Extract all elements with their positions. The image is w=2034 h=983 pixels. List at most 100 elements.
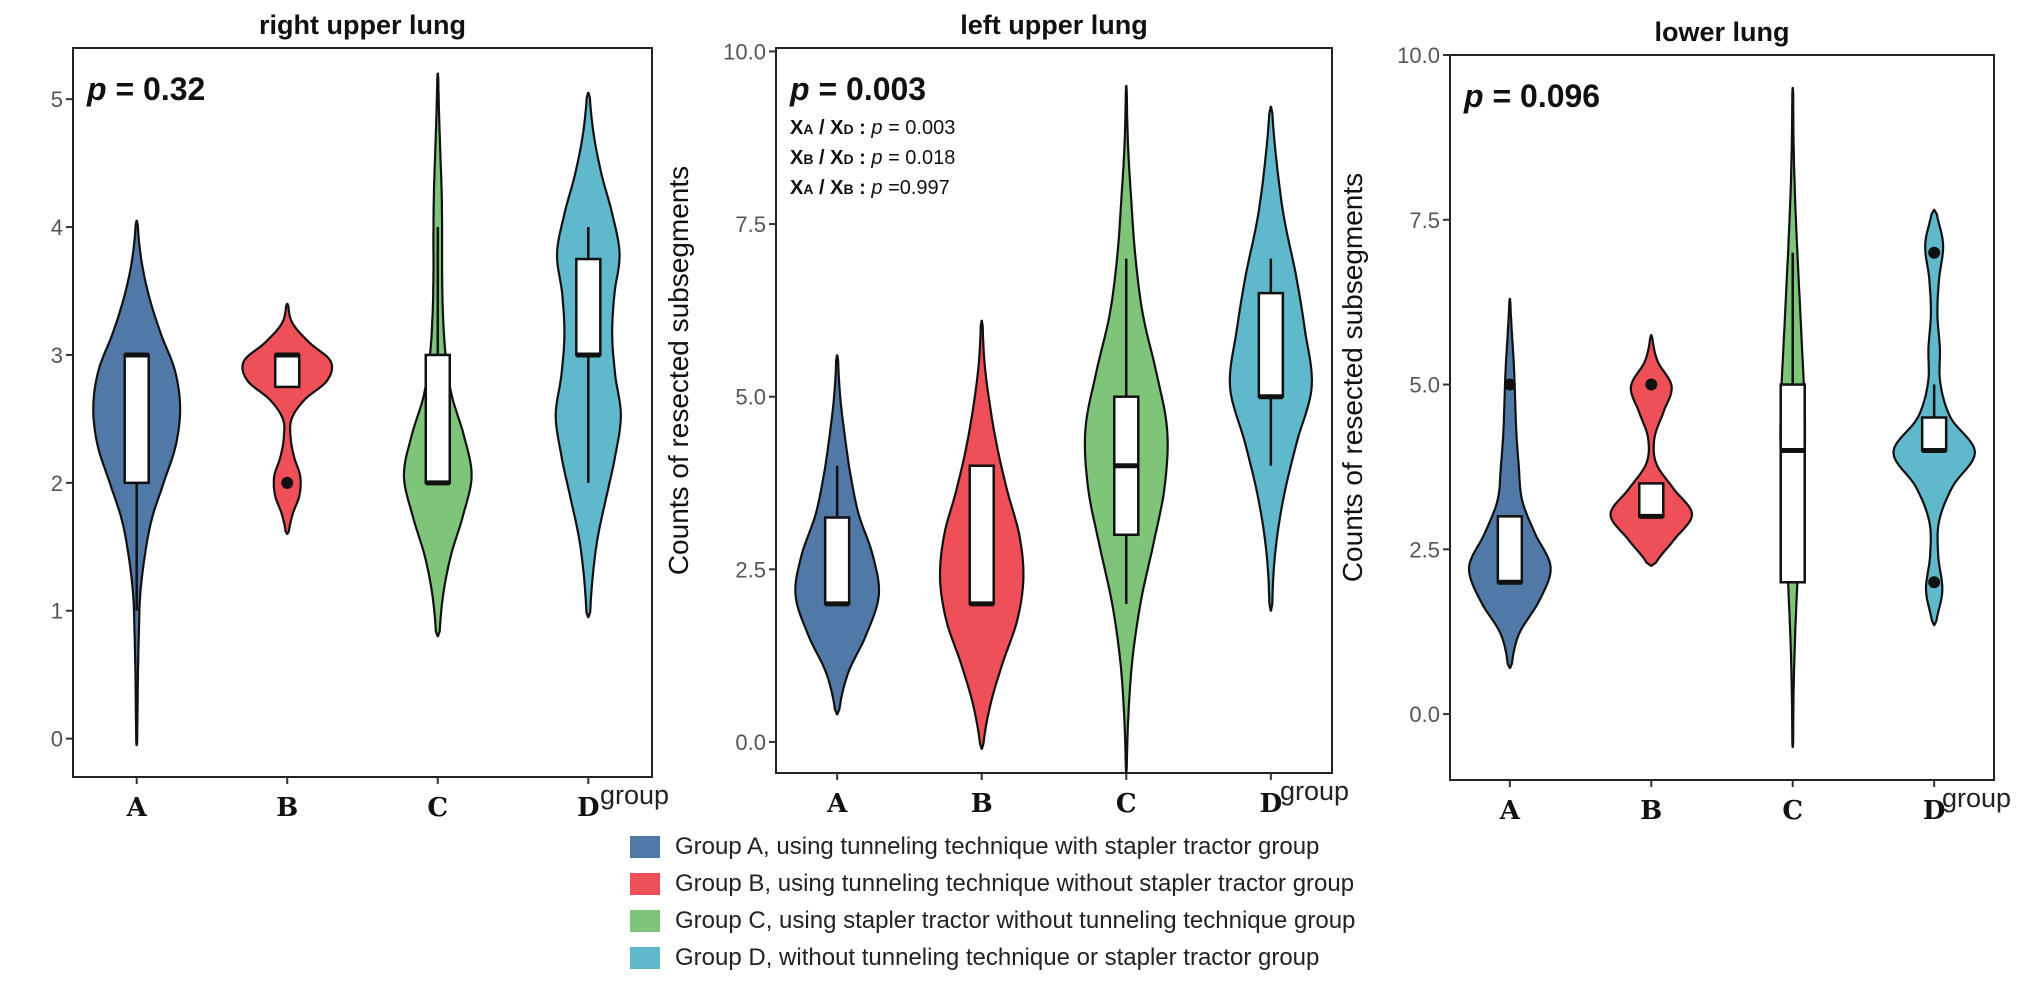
pair-sub-a: A xyxy=(803,181,813,197)
pair-p-symbol: p xyxy=(870,147,882,169)
y-tick-label: 2.5 xyxy=(735,557,766,582)
outlier-point xyxy=(1503,378,1516,391)
p-value: = 0.32 xyxy=(107,71,206,107)
y-tick-label: 5.0 xyxy=(1409,373,1440,398)
box-iqr xyxy=(1920,416,1948,452)
y-tick-label: 1 xyxy=(51,599,63,624)
y-tick-label: 0.0 xyxy=(1409,702,1440,727)
y-tick-label: 4 xyxy=(51,215,63,240)
box-iqr xyxy=(1496,515,1524,584)
pair-p-value: =0.997 xyxy=(883,177,950,199)
x-tick-label: B xyxy=(276,793,298,823)
legend-swatch-b xyxy=(630,872,660,895)
p-symbol: p xyxy=(86,71,107,107)
x-tick-label: A xyxy=(126,793,148,823)
pair-sub-b: D xyxy=(843,121,853,137)
outlier-point xyxy=(281,476,294,489)
legend-swatch-c xyxy=(630,909,660,932)
y-tick-label: 10.0 xyxy=(1397,43,1440,68)
p-value-label: p = 0.096 xyxy=(1463,78,1600,114)
pairwise-comparison: XA / XB : p =0.997 xyxy=(790,177,950,199)
panel-3: lower lung 0.0 2.5 5.0 7.5 10.0 Counts of rese… xyxy=(1337,17,2011,826)
box-iqr xyxy=(1257,291,1285,398)
pair-slash: / xyxy=(813,147,830,169)
y-tick-label: 7.5 xyxy=(735,212,766,237)
pair-sub-b: B xyxy=(843,181,853,197)
p-symbol: p xyxy=(789,71,810,107)
x-axis-label: group xyxy=(1942,783,2011,813)
outlier-point xyxy=(1645,378,1658,391)
box-iqr xyxy=(968,464,995,606)
x-tick-label: C xyxy=(1116,789,1137,819)
pair-var-b: X xyxy=(830,177,844,199)
violin-b xyxy=(241,302,334,536)
pair-colon: : xyxy=(854,177,872,199)
violin-a xyxy=(1467,297,1552,670)
box-iqr xyxy=(273,353,301,389)
y-tick-label: 0.0 xyxy=(735,730,766,755)
panel-title: lower lung xyxy=(1655,17,1790,47)
x-tick-label: C xyxy=(427,793,448,823)
x-tick-label: B xyxy=(1640,796,1662,826)
y-tick-label: 0 xyxy=(51,727,63,752)
pair-colon: : xyxy=(854,117,872,139)
legend-swatch-d xyxy=(630,946,660,969)
p-value: = 0.003 xyxy=(810,71,927,107)
pair-var-a: X xyxy=(790,147,804,169)
pairwise-comparison: XA / XD : p = 0.003 xyxy=(790,117,955,139)
legend-label-a: Group A, using tunneling technique with … xyxy=(675,832,1320,860)
y-tick-label: 5.0 xyxy=(735,385,766,410)
panel-frame xyxy=(775,47,1333,774)
panel-2: left upper lung 0.0 2.5 5.0 7.5 10.0 Counts of… xyxy=(663,10,1349,819)
box-iqr xyxy=(123,353,150,485)
box-iqr xyxy=(1779,383,1806,584)
x-tick-label: C xyxy=(1782,796,1803,826)
pair-p-symbol: p xyxy=(870,177,882,199)
y-axis-label: Counts of resected subsegments xyxy=(1337,173,1368,582)
pair-p-value: = 0.018 xyxy=(883,147,956,169)
pair-p-value: = 0.003 xyxy=(883,117,956,139)
x-axis-label: group xyxy=(600,780,669,810)
x-tick-label: A xyxy=(1499,796,1521,826)
pairwise-comparison: XB / XD : p = 0.018 xyxy=(790,147,955,169)
panel-title: right upper lung xyxy=(259,10,466,40)
pair-slash: / xyxy=(813,177,830,199)
pair-sub-b: D xyxy=(843,151,853,167)
panel-title: left upper lung xyxy=(960,10,1147,40)
legend-label-b: Group B, using tunneling technique witho… xyxy=(675,869,1355,897)
y-tick-label: 3 xyxy=(51,343,63,368)
y-tick-label: 5 xyxy=(51,87,63,112)
legend-label-c: Group C, using stapler tractor without t… xyxy=(675,906,1356,934)
x-tick-label: D xyxy=(577,793,600,823)
p-symbol: p xyxy=(1463,78,1484,114)
x-tick-label: A xyxy=(826,789,848,819)
outlier-point xyxy=(1928,246,1941,259)
box-iqr xyxy=(1638,482,1665,518)
legend-item-d: Group D, without tunneling technique or … xyxy=(630,939,1355,976)
p-value-label: p = 0.32 xyxy=(86,71,205,107)
box-iqr xyxy=(424,353,452,485)
legend-label-d: Group D, without tunneling technique or … xyxy=(675,943,1320,971)
x-tick-label: D xyxy=(1923,796,1946,826)
x-tick-label: D xyxy=(1260,789,1283,819)
panel-frame xyxy=(1449,54,1995,781)
legend: Group A, using tunneling technique with … xyxy=(630,828,1355,976)
legend-item-b: Group B, using tunneling technique witho… xyxy=(630,865,1355,902)
p-value: = 0.096 xyxy=(1484,78,1601,114)
legend-item-a: Group A, using tunneling technique with … xyxy=(630,828,1355,865)
pair-slash: / xyxy=(813,117,830,139)
x-tick-label: B xyxy=(971,789,993,819)
box-iqr xyxy=(575,257,602,357)
pair-var-a: X xyxy=(790,117,804,139)
y-tick-label: 7.5 xyxy=(1409,208,1440,233)
pair-sub-a: A xyxy=(803,121,813,137)
pair-var-a: X xyxy=(790,177,804,199)
panel-1: right upper lung012345Counts of resected… xyxy=(51,10,669,823)
legend-swatch-a xyxy=(630,835,660,858)
panel-frame xyxy=(72,47,653,778)
violin-b xyxy=(1609,334,1694,567)
y-axis-label: Counts of resected subsegments xyxy=(663,166,694,575)
p-value-label: p = 0.003 xyxy=(789,71,926,107)
y-tick-label: 10.0 xyxy=(723,39,766,64)
